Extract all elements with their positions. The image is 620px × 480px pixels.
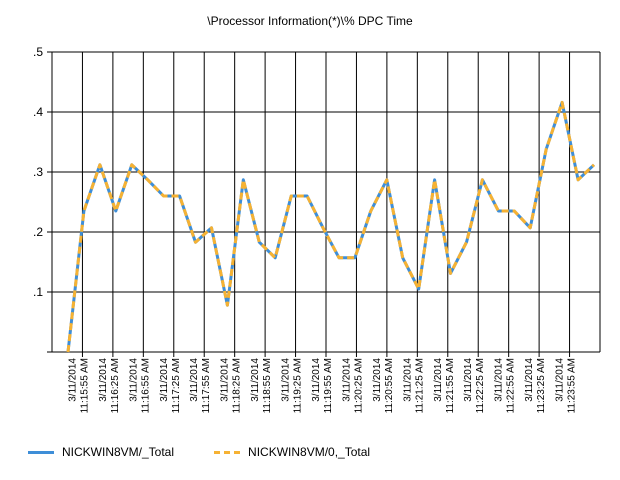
x-tick-label: 3/11/201411:18:25 AM (220, 358, 243, 414)
x-tick-label: 3/11/201411:22:25 AM (463, 358, 486, 414)
legend-swatch-solid (28, 450, 54, 454)
x-tick-label: 3/11/201411:23:25 AM (524, 358, 547, 414)
chart-title: \Processor Information(*)\% DPC Time (207, 14, 413, 28)
legend-item-total: NICKWIN8VM/_Total (28, 445, 174, 459)
y-tick-label: .4 (33, 105, 43, 119)
legend-label-total: NICKWIN8VM/_Total (62, 445, 175, 459)
x-tick-label: 3/11/201411:19:25 AM (281, 358, 304, 414)
y-tick-label: .2 (33, 225, 43, 239)
series-line-0 (66, 100, 596, 353)
x-tick-label: 3/11/201411:21:25 AM (402, 358, 425, 414)
chart-legend: NICKWIN8VM/_Total NICKWIN8VM/0,_Total (28, 445, 410, 459)
x-tick-label: 3/11/201411:23:55 AM (555, 358, 578, 414)
legend-item-cpu0: NICKWIN8VM/0,_Total (214, 445, 370, 459)
y-tick-label: .1 (33, 285, 43, 299)
x-tick-label: 3/11/201411:19:55 AM (311, 358, 334, 414)
legend-label-cpu0: NICKWIN8VM/0,_Total (248, 445, 371, 459)
legend-swatch-dashed (214, 450, 241, 454)
series-line-1 (66, 100, 596, 353)
x-tick-label: 3/11/201411:17:55 AM (189, 358, 212, 414)
x-tick-label: 3/11/201411:22:55 AM (494, 358, 517, 414)
x-tick-label: 3/11/201411:16:55 AM (128, 358, 151, 414)
x-tick-label: 3/11/201411:21:55 AM (433, 358, 456, 414)
x-tick-label: 3/11/201411:17:25 AM (159, 358, 182, 414)
x-tick-label: 3/11/201411:15:55 AM (67, 358, 90, 414)
y-tick-label: .3 (33, 165, 43, 179)
x-tick-label: 3/11/201411:16:25 AM (98, 358, 121, 414)
x-tick-label: 3/11/201411:20:55 AM (372, 358, 395, 414)
x-tick-label: 3/11/201411:20:25 AM (341, 358, 364, 414)
x-tick-label: 3/11/201411:18:55 AM (250, 358, 273, 414)
y-tick-label: .5 (33, 45, 43, 59)
